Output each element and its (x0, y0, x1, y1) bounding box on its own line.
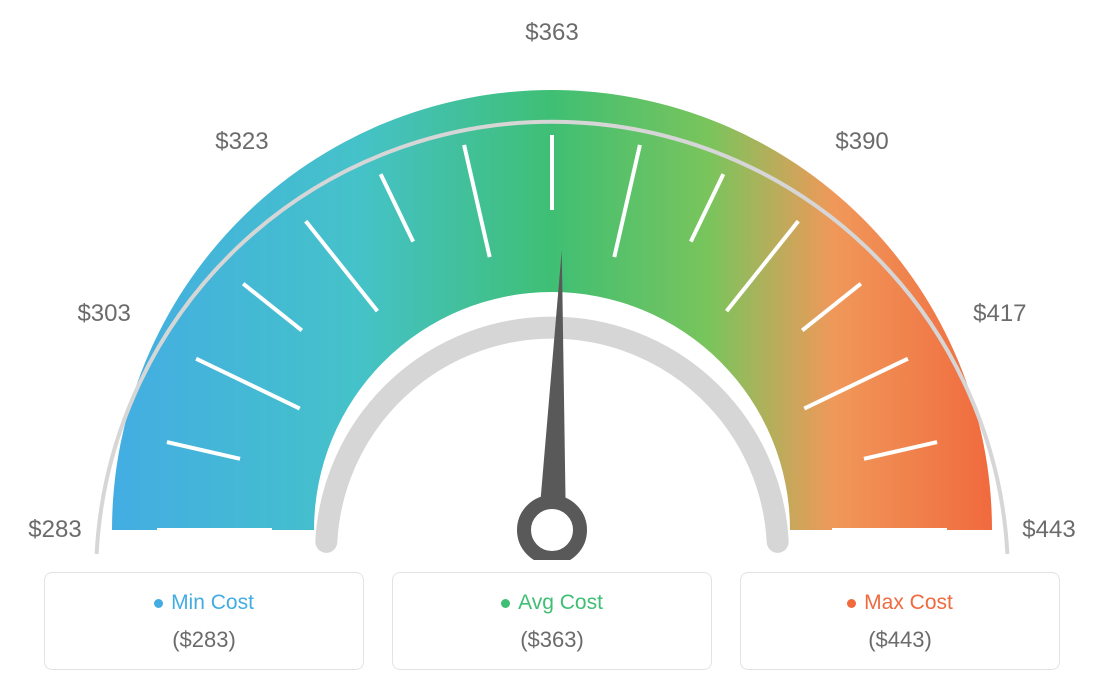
legend-label: Avg Cost (518, 591, 603, 615)
gauge-tick-label: $417 (973, 300, 1026, 328)
dot-icon (847, 599, 856, 608)
gauge-tick-label: $323 (215, 128, 268, 156)
gauge-svg (0, 0, 1104, 560)
legend-value-avg: ($363) (403, 627, 701, 653)
dot-icon (154, 599, 163, 608)
legend-value-min: ($283) (55, 627, 353, 653)
legend-value-max: ($443) (751, 627, 1049, 653)
legend-row: Min Cost ($283) Avg Cost ($363) Max Cost… (0, 572, 1104, 670)
gauge-chart: $283 $303 $323 $363 $390 $417 $443 (0, 0, 1104, 560)
legend-label: Max Cost (864, 591, 953, 615)
gauge-tick-label: $443 (1022, 516, 1075, 544)
legend-title-max: Max Cost (847, 591, 953, 615)
legend-card-max: Max Cost ($443) (740, 572, 1060, 670)
legend-card-min: Min Cost ($283) (44, 572, 364, 670)
gauge-tick-label: $390 (835, 128, 888, 156)
legend-card-avg: Avg Cost ($363) (392, 572, 712, 670)
dot-icon (501, 599, 510, 608)
legend-label: Min Cost (171, 591, 254, 615)
legend-title-avg: Avg Cost (501, 591, 603, 615)
gauge-tick-label: $303 (77, 300, 130, 328)
gauge-tick-label: $363 (525, 19, 578, 47)
legend-title-min: Min Cost (154, 591, 254, 615)
gauge-tick-label: $283 (28, 516, 81, 544)
